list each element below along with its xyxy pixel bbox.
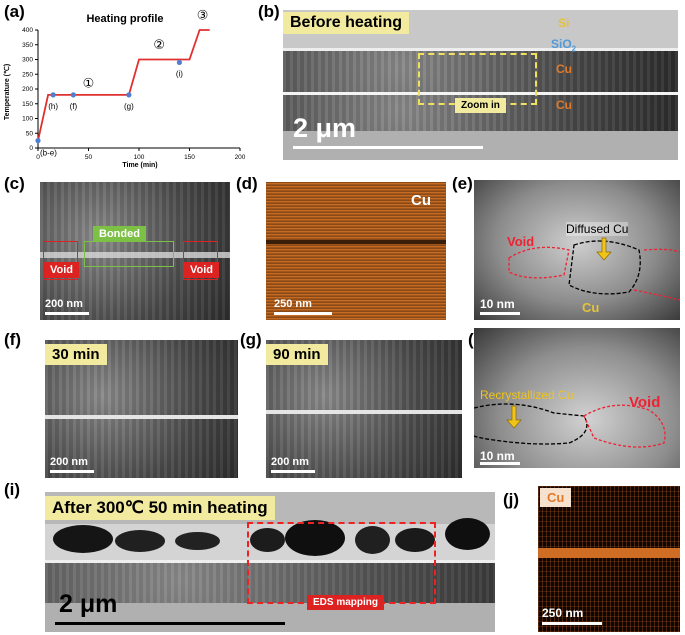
- panel-label-b: (b): [258, 2, 280, 21]
- hrtem-recrystallized-cu: Recrystallized Cu Void 10 nm: [474, 328, 680, 468]
- y-tick-label: 200: [22, 86, 33, 93]
- stage-label: ①: [83, 77, 95, 92]
- eds-map-cu: Cu 250 nm: [266, 182, 446, 320]
- scale-bar-text: 200 nm: [271, 456, 309, 468]
- tem-before-heating: Before heating Zoom in Si SiO2 Cu Cu 2 μ…: [283, 10, 678, 160]
- y-tick-label: 50: [26, 130, 34, 137]
- void-box-left: [43, 241, 78, 280]
- y-tick-label: 350: [22, 42, 33, 49]
- marker-label: (i): [176, 69, 183, 78]
- layer-sio2: SiO2: [551, 37, 577, 54]
- profile-marker: [70, 92, 76, 98]
- eds-mapping-label: EDS mapping: [307, 595, 385, 610]
- tem-after-heating: After 300℃ 50 min heating EDS mapping 2 …: [45, 492, 495, 632]
- scale-bar: [480, 312, 520, 315]
- eds-mapping-box: [247, 522, 436, 604]
- panel-label-a: (a): [4, 2, 25, 21]
- y-tick-label: 300: [22, 57, 33, 64]
- panel-label-c: (c): [4, 174, 25, 193]
- marker-label: (g): [124, 102, 134, 111]
- y-tick-label: 0: [29, 145, 33, 152]
- void-label: Void: [507, 234, 535, 249]
- marker-label: (f): [70, 102, 78, 111]
- y-tick-label: 150: [22, 101, 33, 108]
- layer-cu-top: Cu: [556, 62, 572, 76]
- temperature-line: [37, 29, 210, 141]
- scale-bar: [274, 312, 332, 315]
- after-heating-tag: After 300℃ 50 min heating: [45, 496, 275, 520]
- layer-cu-bottom: Cu: [556, 98, 572, 112]
- scale-bar-text: 200 nm: [50, 456, 88, 468]
- panel-label-d: (d): [236, 174, 258, 193]
- layer-si: Si: [558, 16, 570, 30]
- scale-bar-text: 2 μm: [293, 113, 357, 143]
- scale-bar: [45, 312, 89, 315]
- profile-marker: [50, 92, 56, 98]
- y-tick-label: 400: [22, 27, 33, 34]
- tem-bonded-interface: Bonded Void Void 200 nm: [40, 182, 230, 320]
- tem-30min: 30 min 200 nm: [45, 340, 238, 478]
- scale-bar: [271, 470, 315, 473]
- scale-bar: [480, 462, 520, 465]
- time-tag-90: 90 min: [266, 344, 328, 365]
- tem-90min: 90 min 200 nm: [266, 340, 462, 478]
- void-label-right: Void: [184, 262, 220, 278]
- y-axis-label: Temperature (℃): [3, 64, 11, 120]
- chart-title: Heating profile: [86, 13, 163, 25]
- element-label: Cu: [411, 192, 431, 209]
- y-tick-label: 250: [22, 71, 33, 78]
- scale-bar: [293, 146, 483, 149]
- panel-label-e: (e): [452, 174, 473, 193]
- profile-marker: [126, 92, 132, 98]
- stage-label: ③: [197, 9, 209, 24]
- panel-label-j: (j): [503, 490, 520, 509]
- x-tick-label: 150: [184, 154, 195, 161]
- recrystallized-cu-label: Recrystallized Cu: [480, 388, 574, 402]
- x-tick-label: 100: [134, 154, 145, 161]
- x-tick-label: 200: [235, 154, 246, 161]
- marker-label: (h): [48, 102, 58, 111]
- panel-label-f: (f): [4, 330, 21, 349]
- time-tag-30: 30 min: [45, 344, 107, 365]
- scale-bar: [55, 622, 285, 625]
- element-label: Cu: [540, 488, 572, 507]
- y-tick-label: 100: [22, 116, 33, 123]
- marker-label: (b-e): [40, 149, 57, 158]
- zoom-in-label: Zoom in: [455, 98, 506, 113]
- cu-label: Cu: [582, 300, 600, 315]
- scale-bar-text: 200 nm: [45, 298, 83, 310]
- scale-bar-text: 250 nm: [274, 298, 312, 310]
- bonded-box: [84, 241, 174, 267]
- eds-map-cu-after: Cu 250 nm: [538, 486, 680, 632]
- panel-label-i: (i): [4, 480, 21, 499]
- x-tick-label: 50: [85, 154, 93, 161]
- void-label: Void: [629, 394, 661, 411]
- bonded-label: Bonded: [93, 226, 146, 242]
- void-label-left: Void: [44, 262, 80, 278]
- diffused-cu-label: Diffused Cu: [566, 222, 629, 236]
- scale-bar-text: 10 nm: [480, 297, 515, 311]
- scale-bar-text: 10 nm: [480, 449, 515, 463]
- hrtem-diffused-cu: Diffused Cu Void Cu 10 nm: [474, 180, 680, 320]
- scale-bar-text: 2 μm: [59, 590, 118, 618]
- scale-bar: [50, 470, 94, 473]
- scale-bar: [542, 622, 602, 625]
- void-box-right: [183, 241, 218, 280]
- before-heating-tag: Before heating: [283, 12, 410, 34]
- x-tick-label: 0: [36, 154, 40, 161]
- scale-bar-text: 250 nm: [542, 606, 584, 620]
- stage-label: ②: [153, 38, 165, 53]
- heating-profile-chart: Heating profile 0 50 100 150 200 0 50 100 150 200…: [3, 9, 246, 169]
- profile-marker: [176, 59, 182, 66]
- panel-label-g: (g): [240, 330, 262, 349]
- x-axis-label: Time (min): [122, 162, 157, 169]
- profile-marker: [35, 138, 41, 144]
